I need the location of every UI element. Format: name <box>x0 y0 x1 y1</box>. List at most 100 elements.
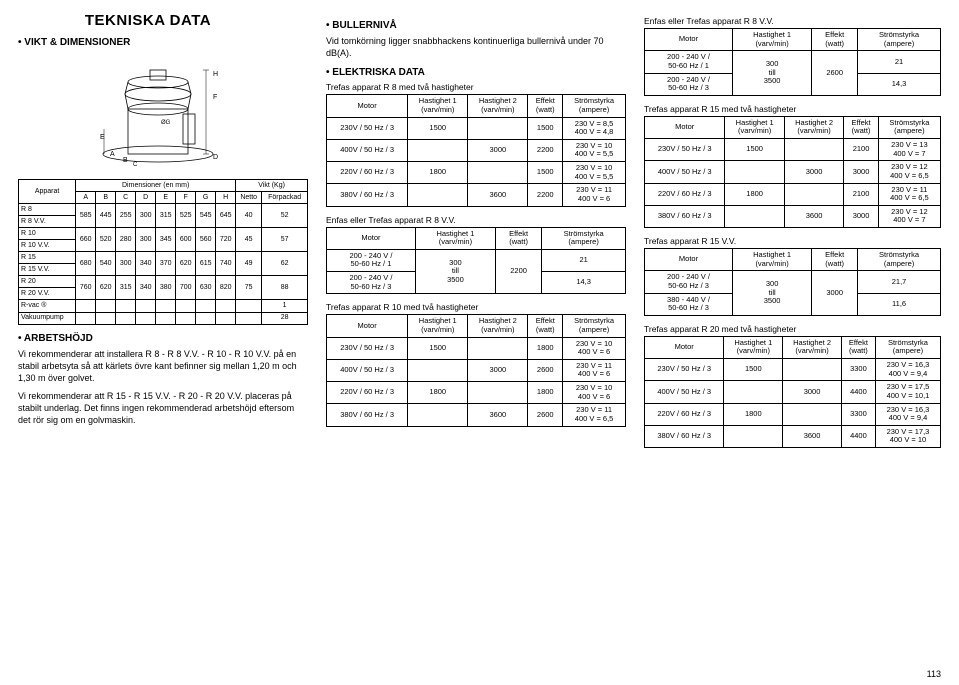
motor-hdr: Motor <box>327 227 416 249</box>
hast1-hdr: Hastighet 1(varv/min) <box>415 227 495 249</box>
table-row: 200 - 240 V /50-60 Hz / 3300till35003000… <box>645 271 941 293</box>
trefas-r15vv-label: Trefas apparat R 15 V.V. <box>644 236 941 246</box>
dim-cell: 700 <box>176 276 196 300</box>
dim-cell: 280 <box>116 228 136 252</box>
cell-h2 <box>468 117 528 139</box>
effekt-hdr: Effekt(watt) <box>528 315 563 337</box>
cell-h1 <box>408 139 468 161</box>
cell-h2 <box>783 359 842 381</box>
table-row: 380V / 60 Hz / 336003000230 V = 12400 V … <box>645 205 941 227</box>
cell-e: 4400 <box>841 425 875 447</box>
arbetshojd-p2: Vi rekommenderar att R 15 - R 15 V.V. - … <box>18 390 308 426</box>
apparat-name: R 8 <box>19 204 76 216</box>
cell-h2: 3000 <box>784 161 843 183</box>
cell-e: 2200 <box>528 184 563 206</box>
page-number: 113 <box>927 669 941 679</box>
dim-cell: 1 <box>262 300 308 312</box>
cell-h2 <box>468 382 528 404</box>
arbetshojd-p1: Vi rekommenderar att installera R 8 - R … <box>18 348 308 384</box>
table-row: R 156805403003403706206157404962 <box>19 252 308 264</box>
motor-hdr: Motor <box>645 249 733 271</box>
cell-m: 400V / 50 Hz / 3 <box>645 161 725 183</box>
apparat-name: R 15 <box>19 252 76 264</box>
elek-heading: ELEKTRISKA DATA <box>326 67 626 78</box>
dim-cell: 820 <box>216 276 236 300</box>
dim-cell: 720 <box>216 228 236 252</box>
cell-h1 <box>724 425 783 447</box>
dim-cell <box>136 300 156 312</box>
cell-m: 380V / 60 Hz / 3 <box>645 425 724 447</box>
effekt-hdr: Effekt(watt) <box>812 249 858 271</box>
cell-e: 3000 <box>844 161 878 183</box>
dim-col-hdr: H <box>216 192 236 204</box>
effekt-hdr: Effekt(watt) <box>844 116 878 138</box>
cell-h2 <box>784 183 843 205</box>
strom-hdr: Strömstyrka(ampere) <box>563 95 626 117</box>
cell-h2 <box>784 139 843 161</box>
dim-cell: 370 <box>156 252 176 276</box>
cell-h1: 1500 <box>725 139 784 161</box>
apparat-name: R 20 V.V. <box>19 288 76 300</box>
effekt-hdr: Effekt(watt) <box>812 29 858 51</box>
dim-cell: 680 <box>76 252 96 276</box>
buller-heading: BULLERNIVÅ <box>326 20 626 31</box>
dim-cell: 380 <box>156 276 176 300</box>
cell-h2: 3600 <box>783 425 842 447</box>
dim-cell: 45 <box>236 228 262 252</box>
cell-e: 1800 <box>528 337 563 359</box>
dim-col-hdr: F <box>176 192 196 204</box>
cell-m: 200 - 240 V /50-60 Hz / 3 <box>645 271 733 293</box>
dim-cell <box>176 300 196 312</box>
dim-cell: 760 <box>76 276 96 300</box>
dim-cell: 620 <box>96 276 116 300</box>
svg-text:H: H <box>213 71 218 78</box>
cell-s: 230 V = 10400 V = 6 <box>563 337 626 359</box>
cell-s: 230 V = 17,5400 V = 10,1 <box>875 381 940 403</box>
dim-col-hdr: A <box>76 192 96 204</box>
table-row: 200 - 240 V /50-60 Hz / 1300till35002200… <box>327 249 626 271</box>
dim-cell: 740 <box>216 252 236 276</box>
cell-h1: 1800 <box>408 162 468 184</box>
hast2-hdr: Hastighet 2(varv/min) <box>784 116 843 138</box>
cell-m: 380V / 60 Hz / 3 <box>327 404 408 426</box>
cell-h2 <box>468 337 528 359</box>
table-row: 220V / 60 Hz / 318003300230 V = 16,3400 … <box>645 403 941 425</box>
dim-cell <box>176 312 196 324</box>
dim-cell: 645 <box>216 204 236 228</box>
dim-col-hdr: C <box>116 192 136 204</box>
dim-cell: 28 <box>262 312 308 324</box>
cell-h2 <box>783 403 842 425</box>
svg-text:C: C <box>133 162 138 168</box>
cell-s: 21 <box>858 51 941 73</box>
hast1-hdr: Hastighet 1(varv/min) <box>408 95 468 117</box>
cell-s: 230 V = 10400 V = 5,5 <box>563 162 626 184</box>
cell-e: 2600 <box>528 359 563 381</box>
table-row: 230V / 50 Hz / 315001500230 V = 8,5400 V… <box>327 117 626 139</box>
hast1-hdr: Hastighet 1(varv/min) <box>733 249 812 271</box>
cell-m: 380 - 440 V /50-60 Hz / 3 <box>645 293 733 315</box>
cell-s: 230 V = 12400 V = 7 <box>878 205 940 227</box>
dim-cell <box>96 312 116 324</box>
cell-m: 380V / 60 Hz / 3 <box>327 184 408 206</box>
effekt-hdr: Effekt(watt) <box>528 95 563 117</box>
cell-h: 300till3500 <box>415 249 495 294</box>
column-3: Enfas eller Trefas apparat R 8 V.V. Moto… <box>644 12 941 456</box>
dim-cell <box>96 300 116 312</box>
motor-hdr: Motor <box>327 95 408 117</box>
cell-h1: 1800 <box>725 183 784 205</box>
dim-cell: 52 <box>262 204 308 228</box>
cell-h1 <box>725 161 784 183</box>
cell-s: 230 V = 10400 V = 6 <box>563 382 626 404</box>
cell-e: 3000 <box>844 205 878 227</box>
cell-s: 230 V = 8,5400 V = 4,8 <box>563 117 626 139</box>
cell-s: 21 <box>542 249 626 271</box>
trefas-r10-two-label: Trefas apparat R 10 med två hastigheter <box>326 302 626 312</box>
dim-cell: 540 <box>96 252 116 276</box>
dim-cell <box>196 312 216 324</box>
table-row: 200 - 240 V /50-60 Hz / 1300till35002600… <box>645 51 941 73</box>
cell-h1 <box>408 184 468 206</box>
r15vv-table: Motor Hastighet 1(varv/min) Effekt(watt)… <box>644 248 941 316</box>
r8vv-top-table: Motor Hastighet 1(varv/min) Effekt(watt)… <box>644 28 941 96</box>
cell-s: 230 V = 16,3400 V = 9,4 <box>875 359 940 381</box>
cell-m: 200 - 240 V /50-60 Hz / 1 <box>327 249 416 271</box>
